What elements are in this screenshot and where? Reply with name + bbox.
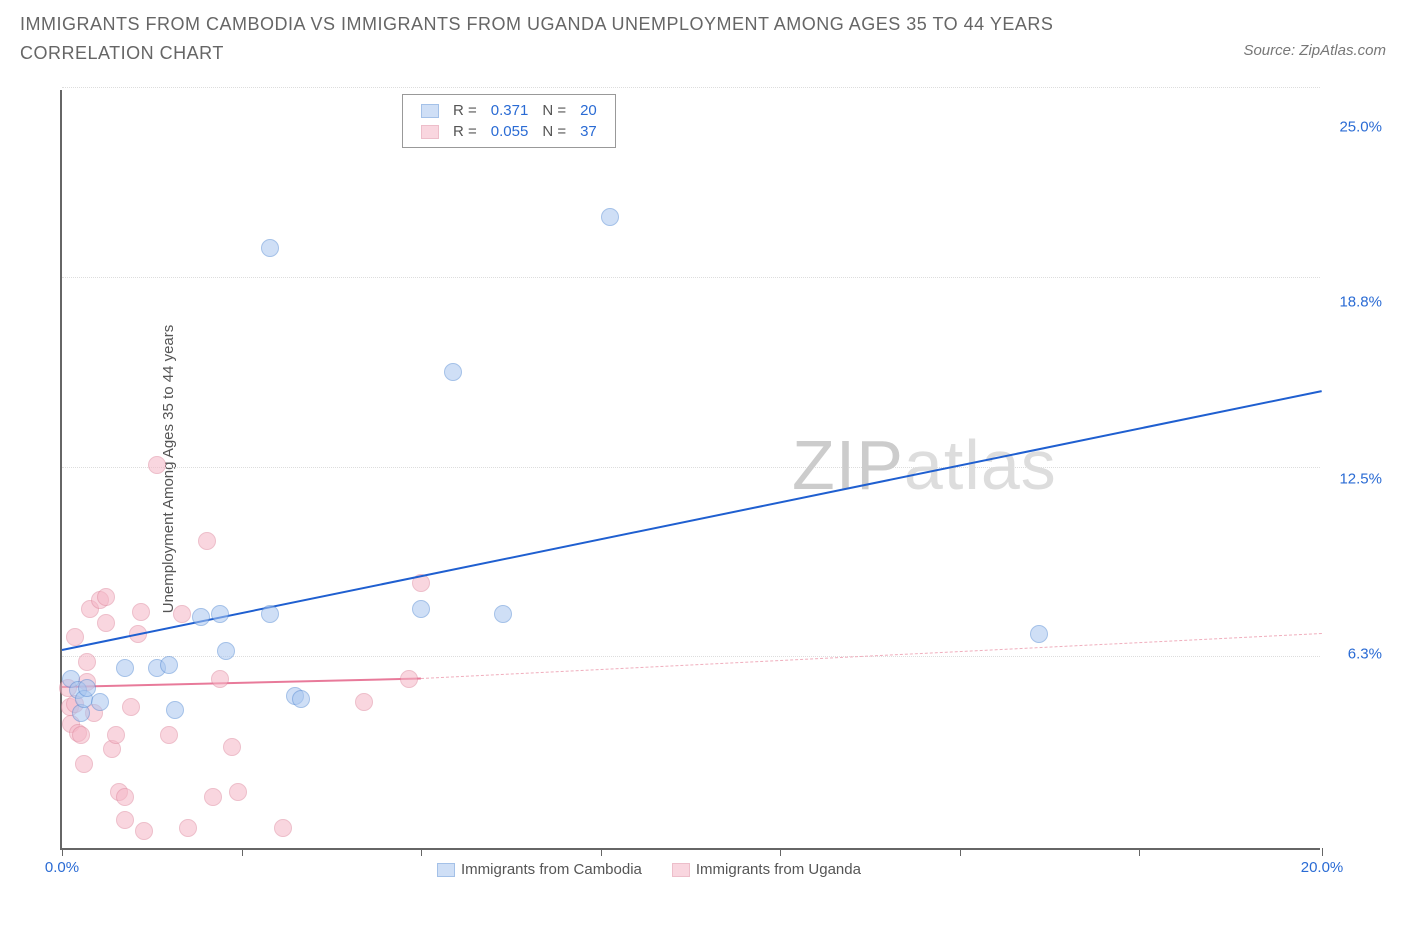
legend-item: Immigrants from Cambodia [437, 861, 642, 878]
chart-title: IMMIGRANTS FROM CAMBODIA VS IMMIGRANTS F… [20, 10, 1120, 68]
gridline [62, 656, 1320, 657]
y-tick-label: 18.8% [1339, 293, 1382, 310]
trend-line [62, 677, 421, 687]
chart-container: Unemployment Among Ages 35 to 44 years 2… [60, 90, 1320, 850]
legend-table: R =0.371N =20R =0.055N =37 [413, 99, 605, 143]
data-point [132, 603, 150, 621]
data-point [1030, 625, 1048, 643]
data-point [229, 783, 247, 801]
gridline [62, 277, 1320, 278]
data-point [204, 788, 222, 806]
data-point [116, 659, 134, 677]
legend-item: Immigrants from Uganda [672, 861, 861, 878]
legend-series: Immigrants from Cambodia Immigrants from … [437, 861, 861, 878]
x-tick [601, 848, 602, 856]
legend-swatch [421, 104, 439, 118]
data-point [444, 363, 462, 381]
header: IMMIGRANTS FROM CAMBODIA VS IMMIGRANTS F… [20, 10, 1386, 68]
data-point [412, 600, 430, 618]
data-point [192, 608, 210, 626]
series-name: Immigrants from Cambodia [461, 861, 642, 878]
data-point [261, 605, 279, 623]
data-point [116, 811, 134, 829]
data-point [122, 698, 140, 716]
trend-line [62, 390, 1322, 651]
watermark: ZIPatlas [792, 425, 1057, 505]
data-point [91, 693, 109, 711]
y-tick-label: 12.5% [1339, 471, 1382, 488]
x-tick [62, 848, 63, 856]
data-point [179, 819, 197, 837]
data-point [355, 693, 373, 711]
data-point [211, 670, 229, 688]
data-point [494, 605, 512, 623]
data-point [135, 822, 153, 840]
x-tick [960, 848, 961, 856]
data-point [166, 701, 184, 719]
data-point [261, 239, 279, 257]
series-name: Immigrants from Uganda [696, 861, 861, 878]
data-point [274, 819, 292, 837]
x-tick-label: 0.0% [45, 859, 79, 876]
data-point [148, 456, 166, 474]
legend-swatch [437, 863, 455, 877]
data-point [223, 738, 241, 756]
data-point [160, 726, 178, 744]
data-point [107, 726, 125, 744]
data-point [173, 605, 191, 623]
data-point [75, 755, 93, 773]
legend-swatch [421, 125, 439, 139]
legend-swatch [672, 863, 690, 877]
data-point [211, 605, 229, 623]
gridline [62, 87, 1320, 88]
data-point [160, 656, 178, 674]
data-point [217, 642, 235, 660]
x-tick [1139, 848, 1140, 856]
x-tick [780, 848, 781, 856]
data-point [66, 628, 84, 646]
x-tick [421, 848, 422, 856]
y-tick-label: 6.3% [1348, 645, 1382, 662]
data-point [198, 532, 216, 550]
gridline [62, 467, 1320, 468]
data-point [78, 653, 96, 671]
data-point [72, 726, 90, 744]
scatter-plot: Unemployment Among Ages 35 to 44 years 2… [60, 90, 1320, 850]
x-tick-label: 20.0% [1301, 859, 1344, 876]
data-point [97, 614, 115, 632]
data-point [97, 588, 115, 606]
data-point [116, 788, 134, 806]
y-tick-label: 25.0% [1339, 119, 1382, 136]
legend-stats: R =0.371N =20R =0.055N =37 [402, 94, 616, 148]
data-point [601, 208, 619, 226]
source-label: Source: ZipAtlas.com [1243, 42, 1386, 59]
data-point [292, 690, 310, 708]
x-tick [242, 848, 243, 856]
data-point [400, 670, 418, 688]
x-tick [1322, 848, 1323, 856]
